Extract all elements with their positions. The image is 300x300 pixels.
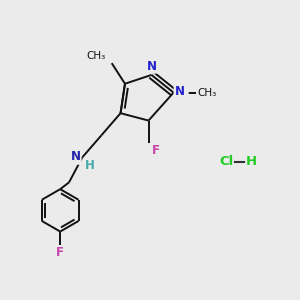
- Text: H: H: [246, 155, 257, 168]
- Text: N: N: [67, 149, 81, 164]
- Text: H: H: [85, 159, 94, 172]
- Text: F: F: [55, 246, 66, 261]
- Text: N: N: [71, 150, 81, 163]
- Text: F: F: [56, 246, 64, 259]
- Text: N: N: [147, 60, 158, 73]
- Text: N: N: [146, 58, 159, 73]
- Text: N: N: [174, 85, 184, 98]
- Text: F: F: [152, 144, 160, 157]
- Text: CH₃: CH₃: [87, 51, 106, 61]
- Text: N: N: [174, 84, 188, 99]
- Text: Cl: Cl: [219, 155, 233, 168]
- Text: CH₃: CH₃: [197, 88, 216, 98]
- Text: F: F: [152, 144, 163, 159]
